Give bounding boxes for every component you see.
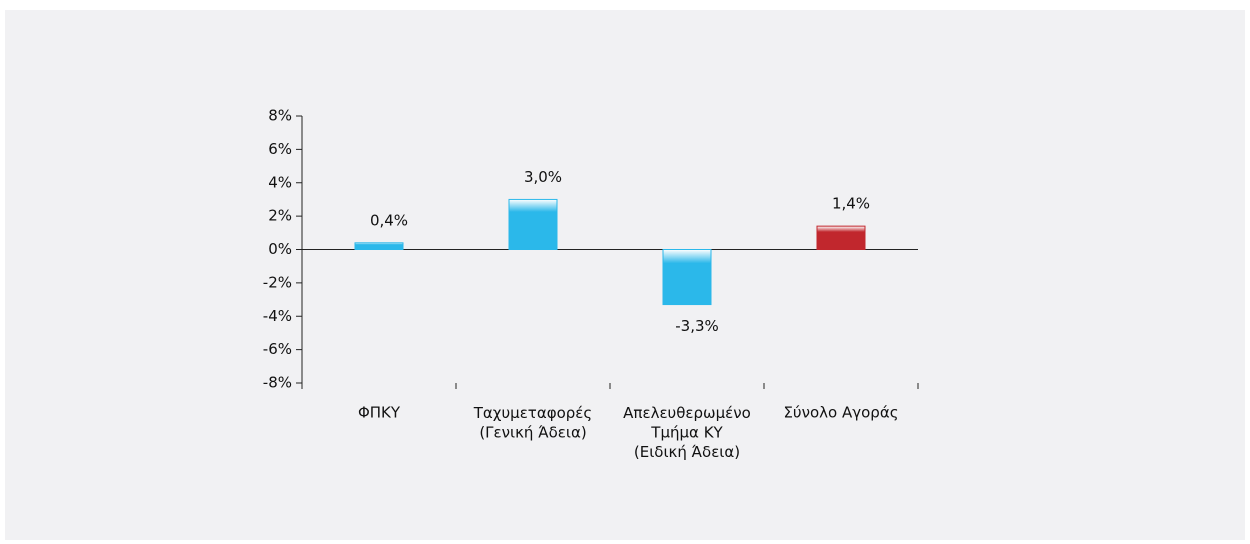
data-label: -3,3% — [675, 317, 719, 335]
x-tick-label: ΦΠΚΥ — [358, 404, 401, 422]
x-tick-label: Σύνολο Αγοράς — [783, 404, 898, 422]
bar — [662, 249, 712, 306]
data-label: 1,4% — [832, 195, 870, 213]
y-tick-label: -8% — [263, 374, 292, 392]
y-tick-label: -2% — [263, 273, 292, 291]
panel — [5, 10, 1245, 540]
x-tick-label: Ταχυμεταφορές (Γενική Άδεια) — [473, 404, 592, 442]
y-tick-label: 2% — [268, 207, 292, 225]
bar — [816, 225, 866, 250]
y-tick-label: 0% — [268, 240, 292, 258]
x-tick-label: Απελευθερωμένο Τμήμα ΚΥ (Ειδική Άδεια) — [623, 404, 751, 461]
y-tick-label: -4% — [263, 307, 292, 325]
y-tick-label: 8% — [268, 107, 292, 125]
y-tick-label: 4% — [268, 173, 292, 191]
y-tick-label: 6% — [268, 140, 292, 158]
data-label: 3,0% — [524, 168, 562, 186]
data-label: 0,4% — [370, 211, 408, 229]
bar — [354, 242, 404, 250]
bar — [508, 198, 558, 250]
y-tick-label: -6% — [263, 340, 292, 358]
